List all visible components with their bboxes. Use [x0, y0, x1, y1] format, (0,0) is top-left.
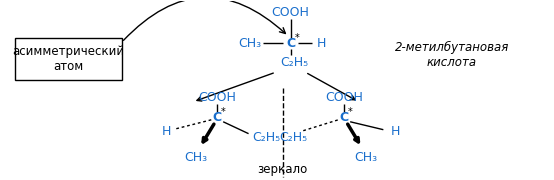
Text: C₂H₅: C₂H₅ [279, 131, 307, 144]
Text: *: * [348, 107, 353, 117]
Text: C₂H₅: C₂H₅ [252, 131, 280, 144]
Text: COOH: COOH [198, 91, 236, 104]
Text: H: H [317, 37, 326, 50]
Text: асимметрический
атом: асимметрический атом [12, 45, 125, 73]
Text: H: H [391, 125, 400, 138]
Text: H: H [162, 125, 171, 138]
Text: *: * [295, 33, 299, 43]
Text: 2-метилбутановая
кислота: 2-метилбутановая кислота [394, 41, 509, 69]
Text: CH₃: CH₃ [184, 151, 207, 164]
Text: *: * [221, 107, 226, 117]
Text: COOH: COOH [271, 6, 310, 19]
Text: CH₃: CH₃ [354, 151, 377, 164]
Text: COOH: COOH [325, 91, 363, 104]
Text: зеркало: зеркало [258, 163, 308, 176]
FancyArrowPatch shape [124, 0, 285, 40]
Bar [15, 38, 121, 80]
Text: CH₃: CH₃ [238, 37, 261, 50]
Text: C₂H₅: C₂H₅ [280, 56, 309, 69]
Text: C: C [340, 111, 349, 124]
Text: C: C [213, 111, 222, 124]
Text: C: C [286, 37, 295, 50]
